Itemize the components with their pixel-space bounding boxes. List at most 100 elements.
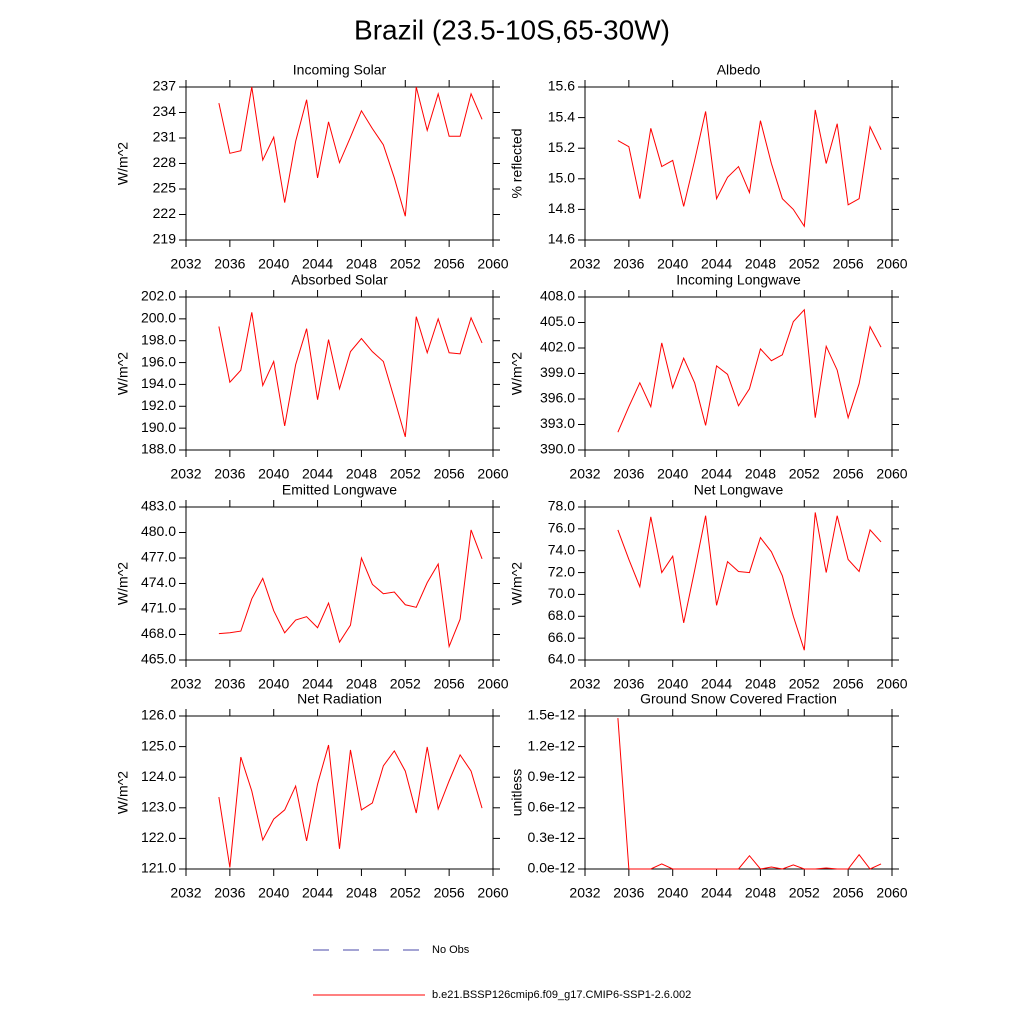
x-tick-label: 2036: [214, 256, 245, 272]
x-tick-label: 2032: [170, 885, 201, 901]
x-tick-label: 2052: [390, 466, 421, 482]
x-tick-label: 2032: [170, 256, 201, 272]
x-tick-label: 2044: [701, 885, 732, 901]
y-tick-label: 393.0: [540, 415, 575, 431]
y-tick-label: 72.0: [548, 563, 575, 579]
y-tick-label: 399.0: [540, 364, 575, 380]
y-tick-label: 125.0: [141, 737, 176, 753]
y-tick-label: 78.0: [548, 498, 575, 514]
x-tick-label: 2036: [613, 256, 644, 272]
panel-title: Albedo: [717, 62, 761, 78]
x-tick-label: 2044: [302, 885, 333, 901]
y-tick-label: 64.0: [548, 651, 575, 667]
x-tick-label: 2056: [434, 466, 465, 482]
x-tick-label: 2040: [657, 466, 688, 482]
figure-title: Brazil (23.5-10S,65-30W): [354, 14, 670, 45]
x-tick-label: 2060: [477, 256, 508, 272]
x-tick-label: 2056: [434, 885, 465, 901]
y-tick-label: 396.0: [540, 390, 575, 406]
x-tick-label: 2036: [613, 676, 644, 692]
x-tick-label: 2040: [258, 466, 289, 482]
x-tick-label: 2052: [390, 885, 421, 901]
x-tick-label: 2048: [346, 676, 377, 692]
y-tick-label: 402.0: [540, 339, 575, 355]
plot-frame: [584, 296, 893, 451]
x-tick-label: 2060: [876, 256, 907, 272]
x-tick-label: 2036: [214, 466, 245, 482]
y-tick-label: 474.0: [141, 574, 176, 590]
y-tick-label: 465.0: [141, 651, 176, 667]
y-tick-label: 390.0: [540, 441, 575, 457]
y-axis-label: W/m^2: [115, 142, 131, 185]
x-tick-label: 2040: [657, 256, 688, 272]
x-tick-label: 2056: [833, 466, 864, 482]
panel-title: Incoming Longwave: [676, 272, 801, 288]
x-tick-label: 2044: [302, 256, 333, 272]
y-tick-label: 225: [153, 180, 177, 196]
panel-title: Incoming Solar: [293, 62, 387, 78]
y-tick-label: 0.3e-12: [528, 829, 576, 845]
legend-label: b.e21.BSSP126cmip6.f09_g17.CMIP6-SSP1-2.…: [432, 989, 691, 1001]
y-axis-label: W/m^2: [509, 562, 525, 605]
y-tick-label: 14.8: [548, 200, 575, 216]
y-tick-label: 480.0: [141, 523, 176, 539]
x-tick-label: 2036: [214, 676, 245, 692]
y-tick-label: 126.0: [141, 707, 176, 723]
y-tick-label: 237: [153, 78, 177, 94]
x-tick-label: 2040: [657, 885, 688, 901]
y-tick-label: 14.6: [548, 231, 575, 247]
y-tick-label: 66.0: [548, 629, 575, 645]
y-tick-label: 200.0: [141, 310, 176, 326]
x-tick-label: 2052: [390, 256, 421, 272]
x-tick-label: 2056: [434, 256, 465, 272]
data-line: [218, 744, 483, 868]
y-tick-label: 1.2e-12: [528, 737, 576, 753]
panel-title: Net Longwave: [694, 482, 784, 498]
y-tick-label: 15.4: [548, 108, 575, 124]
plot-frame: [185, 296, 494, 451]
y-tick-label: 70.0: [548, 585, 575, 601]
x-tick-label: 2044: [302, 466, 333, 482]
y-tick-label: 222: [153, 205, 177, 221]
x-tick-label: 2040: [258, 676, 289, 692]
x-tick-label: 2060: [876, 676, 907, 692]
plot-frame: [185, 715, 494, 870]
y-tick-label: 15.2: [548, 139, 575, 155]
data-line: [218, 312, 483, 438]
y-axis-label: W/m^2: [115, 352, 131, 395]
y-axis-label: W/m^2: [115, 771, 131, 814]
x-tick-label: 2048: [346, 466, 377, 482]
x-tick-label: 2052: [789, 256, 820, 272]
y-tick-label: 405.0: [540, 313, 575, 329]
x-tick-label: 2032: [170, 676, 201, 692]
x-tick-label: 2048: [745, 676, 776, 692]
data-line: [218, 529, 483, 649]
y-tick-label: 1.5e-12: [528, 707, 576, 723]
x-tick-label: 2044: [701, 466, 732, 482]
x-tick-label: 2048: [745, 885, 776, 901]
y-tick-label: 0.0e-12: [528, 860, 576, 876]
data-line: [617, 308, 882, 433]
y-tick-label: 188.0: [141, 441, 176, 457]
legend-label: No Obs: [432, 944, 470, 956]
x-tick-label: 2044: [701, 256, 732, 272]
y-tick-label: 123.0: [141, 799, 176, 815]
panel-title: Emitted Longwave: [282, 482, 397, 498]
y-tick-label: 228: [153, 154, 177, 170]
plot-frame: [185, 506, 494, 661]
y-tick-label: 477.0: [141, 549, 176, 565]
x-tick-label: 2036: [214, 885, 245, 901]
x-tick-label: 2032: [569, 466, 600, 482]
x-tick-label: 2036: [613, 466, 644, 482]
y-tick-label: 15.0: [548, 170, 575, 186]
data-line: [617, 718, 882, 870]
y-tick-label: 483.0: [141, 498, 176, 514]
y-tick-label: 219: [153, 231, 177, 247]
y-tick-label: 234: [153, 103, 177, 119]
plot-frame: [584, 506, 893, 661]
y-tick-label: 15.6: [548, 78, 575, 94]
y-tick-label: 194.0: [141, 375, 176, 391]
x-tick-label: 2056: [833, 676, 864, 692]
